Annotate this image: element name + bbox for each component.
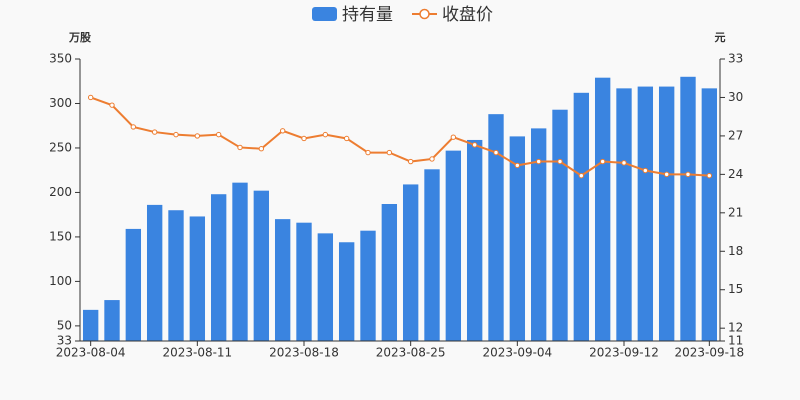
bar [274, 219, 291, 341]
y2-tick-label: 21 [728, 205, 743, 219]
legend-label: 收盘价 [442, 5, 493, 25]
x-tick-label: 2023-08-11 [162, 346, 232, 360]
line-point [343, 135, 350, 142]
bar [658, 86, 675, 341]
bar [210, 194, 227, 341]
line-point [386, 149, 393, 156]
y2-tick-label: 18 [728, 244, 743, 258]
y-axis-label: 万股 [68, 31, 92, 44]
bar [232, 182, 248, 341]
bar [445, 150, 462, 341]
y-tick-label: 100 [49, 274, 72, 288]
bar [488, 114, 504, 341]
bar [680, 76, 696, 341]
bar [616, 88, 632, 341]
line-point [87, 94, 94, 101]
line-point [685, 171, 691, 178]
line-point [471, 142, 478, 148]
bar [168, 210, 184, 341]
x-tick-label: 2023-08-04 [56, 346, 126, 360]
legend-swatch [419, 8, 430, 20]
line-point [279, 128, 286, 134]
y2-tick-label: 33 [728, 52, 743, 66]
bar [104, 300, 120, 341]
line-point [706, 172, 713, 179]
bar [701, 88, 718, 341]
bar [509, 136, 526, 341]
line-point [621, 160, 627, 166]
legend-label: 持有量 [342, 5, 393, 25]
bar [530, 128, 547, 341]
line-point [130, 124, 137, 130]
bar [82, 309, 99, 341]
y-tick-label: 50 [57, 318, 72, 332]
line-point [237, 144, 243, 151]
y-tick-label: 33 [57, 334, 72, 348]
line-point [535, 158, 542, 165]
y2-tick-label: 24 [728, 167, 743, 181]
bar [573, 92, 590, 341]
line-point [557, 158, 563, 165]
y-tick-label: 300 [49, 96, 72, 110]
y2-tick-label: 11 [728, 334, 743, 348]
y-tick-label: 350 [49, 52, 72, 66]
line-point [493, 149, 499, 156]
line-point [599, 158, 606, 165]
bar [189, 216, 206, 341]
line-point [258, 146, 265, 152]
bar [424, 169, 440, 341]
bar [402, 184, 419, 341]
line [90, 96, 710, 177]
line-point [173, 131, 179, 138]
legend-swatch [312, 7, 337, 21]
line-point [215, 131, 222, 138]
x-tick-label: 2023-08-25 [376, 346, 446, 360]
y2-tick-label: 12 [728, 321, 743, 335]
line-point [365, 149, 371, 156]
bar [146, 204, 163, 341]
bar [594, 77, 611, 341]
bar [125, 228, 142, 341]
bar [637, 86, 654, 341]
line-point [663, 171, 670, 178]
bar [296, 222, 312, 341]
y2-tick-label: 27 [728, 128, 743, 142]
bar [338, 242, 355, 341]
x-tick-label: 2023-09-04 [482, 346, 552, 360]
line-point [151, 129, 158, 135]
y-tick-label: 150 [49, 229, 72, 243]
bar [317, 233, 334, 341]
line-point [194, 133, 201, 139]
line-point [578, 172, 585, 179]
x-tick-label: 2023-09-18 [674, 346, 744, 360]
line-point [322, 131, 329, 138]
y-tick-label: 200 [49, 185, 72, 199]
bar [381, 204, 398, 341]
line-point [109, 102, 115, 108]
line-point [642, 167, 649, 174]
bar [552, 109, 568, 341]
line-point [450, 134, 457, 140]
x-tick-label: 2023-08-18 [269, 346, 339, 360]
bar [466, 139, 483, 341]
y2-tick-label: 30 [728, 90, 743, 104]
x-tick-label: 2023-09-12 [589, 346, 659, 360]
line-point [407, 158, 414, 165]
bar [253, 190, 270, 341]
line-point [429, 156, 435, 162]
y2-axis-label: 元 [715, 31, 726, 44]
line-point [301, 135, 307, 142]
line-point [514, 162, 521, 169]
y2-tick-label: 15 [728, 282, 743, 296]
bar [360, 230, 376, 341]
y-tick-label: 250 [49, 140, 72, 154]
